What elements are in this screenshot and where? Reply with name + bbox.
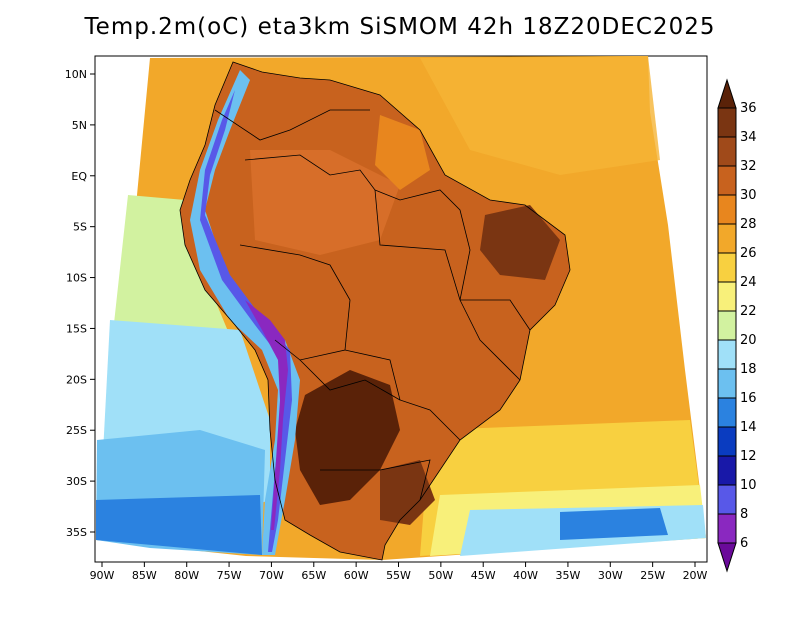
colorbar-label: 34 xyxy=(740,130,757,145)
lat-tick-label: 5N xyxy=(72,119,87,132)
hot-region-uruguay xyxy=(380,460,435,525)
colorbar-label: 6 xyxy=(740,536,748,551)
lat-tick-label: 30S xyxy=(66,475,87,488)
colorbar-swatch xyxy=(717,513,737,544)
pacific-deep-blue xyxy=(96,495,262,555)
lat-tick-label: 35S xyxy=(66,526,87,539)
lon-tick-label: 35W xyxy=(555,569,580,582)
colorbar-swatch xyxy=(717,136,737,167)
colorbar-label: 24 xyxy=(740,275,757,290)
latitude-axis: 10N 5N EQ 5S 10S 15S 20S 25S 30S 35S xyxy=(65,68,95,539)
hot-region-northeast xyxy=(480,205,560,280)
colorbar-label: 32 xyxy=(740,159,757,174)
warm-region-guiana xyxy=(375,115,430,190)
lon-tick-label: 75W xyxy=(217,569,242,582)
colorbar-label: 10 xyxy=(740,478,757,493)
lon-tick-label: 25W xyxy=(640,569,665,582)
pacific-green xyxy=(110,195,240,360)
lon-tick-label: 80W xyxy=(174,569,199,582)
colorbar-swatch xyxy=(717,252,737,283)
colorbar-label: 36 xyxy=(740,101,757,116)
colorbar-label: 28 xyxy=(740,217,757,232)
lon-tick-label: 60W xyxy=(344,569,369,582)
colorbar-label: 16 xyxy=(740,391,757,406)
hot-region-south xyxy=(295,370,400,505)
lat-tick-label: 10N xyxy=(65,68,87,81)
colorbar-label: 22 xyxy=(740,304,757,319)
andes-peaks xyxy=(245,300,288,530)
colorbar-swatch xyxy=(717,107,737,138)
colorbar-label: 20 xyxy=(740,333,757,348)
colorbar-top-arrow xyxy=(717,78,737,109)
ocean-band-north xyxy=(420,56,660,175)
colorbar-swatch xyxy=(717,223,737,254)
lon-tick-label: 70W xyxy=(259,569,284,582)
ocean-band-south-cold xyxy=(560,508,668,540)
lat-tick-label: 15S xyxy=(66,322,87,335)
colorbar-swatch xyxy=(717,194,737,225)
colorbar-label: 18 xyxy=(740,362,757,377)
lon-tick-label: 50W xyxy=(428,569,453,582)
lon-tick-label: 30W xyxy=(598,569,623,582)
colorbar-swatch xyxy=(717,368,737,399)
lon-tick-label: 45W xyxy=(471,569,496,582)
colorbar-label: 26 xyxy=(740,246,757,261)
colorbar-swatch xyxy=(717,281,737,312)
lat-tick-label: 5S xyxy=(73,221,87,234)
colorbar-swatch xyxy=(717,426,737,457)
lon-tick-label: 55W xyxy=(386,569,411,582)
longitude-axis: 90W 85W 80W 75W 70W 65W 60W 55W 50W 45W 40W 35W 30W 2… xyxy=(90,562,708,582)
colorbar-swatch xyxy=(717,484,737,515)
lat-tick-label: 25S xyxy=(66,424,87,437)
colorbar-swatch xyxy=(717,165,737,196)
lon-tick-label: 20W xyxy=(683,569,708,582)
colorbar-label: 8 xyxy=(740,507,748,522)
political-borders xyxy=(179,61,571,561)
lon-tick-label: 90W xyxy=(90,569,115,582)
andes-ridge xyxy=(190,70,300,555)
lat-tick-label: 10S xyxy=(66,272,87,285)
colorbar-label: 14 xyxy=(740,420,757,435)
colorbar-swatch xyxy=(717,339,737,370)
lon-tick-label: 65W xyxy=(301,569,326,582)
lon-tick-label: 85W xyxy=(132,569,157,582)
lon-tick-label: 40W xyxy=(513,569,538,582)
colorbar-swatch xyxy=(717,397,737,428)
warm-region-amazon xyxy=(250,150,400,255)
colorbar-swatch xyxy=(717,455,737,486)
colorbar-label: 30 xyxy=(740,188,757,203)
lat-tick-label: 20S xyxy=(66,373,87,386)
map-title: Temp.2m(oC) eta3km SiSMOM 42h 18Z20DEC20… xyxy=(84,14,716,40)
colorbar-label: 12 xyxy=(740,449,757,464)
colorbar-legend: 36 34 32 30 28 26 24 22 20 18 16 14 12 10 8 6 xyxy=(717,78,757,573)
colorbar-bottom-arrow xyxy=(717,542,737,573)
colorbar-swatch xyxy=(717,310,737,341)
lat-tick-label: EQ xyxy=(71,170,87,183)
